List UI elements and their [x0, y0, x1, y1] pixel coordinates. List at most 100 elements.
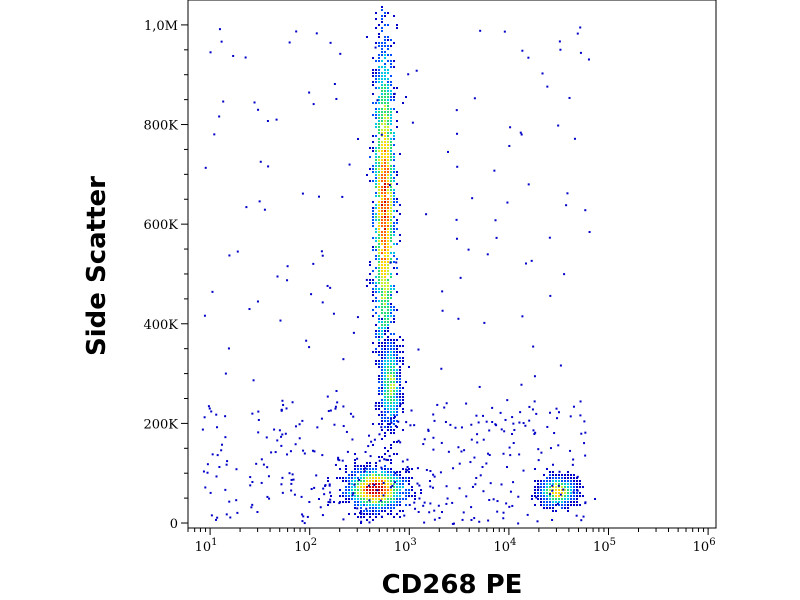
event-dot — [381, 147, 383, 149]
event-dot — [381, 207, 383, 209]
event-dot — [393, 171, 395, 173]
event-dot — [378, 255, 380, 257]
event-dot — [363, 495, 365, 497]
event-dot — [357, 480, 359, 482]
event-dot — [390, 288, 392, 290]
event-dot — [381, 30, 383, 32]
event-dot — [396, 405, 398, 407]
event-dot — [399, 396, 401, 398]
event-dot — [369, 282, 371, 284]
event-dot — [378, 279, 380, 281]
event-dot — [381, 81, 383, 83]
event-dot — [393, 333, 395, 335]
event-dot — [384, 303, 386, 305]
event-dot — [408, 366, 410, 368]
event-dot — [375, 231, 377, 233]
event-dot — [378, 354, 380, 356]
event-dot — [387, 471, 389, 473]
event-dot — [390, 129, 392, 131]
event-dot — [363, 480, 365, 482]
event-dot — [387, 468, 389, 470]
event-dot — [387, 264, 389, 266]
event-dot — [372, 222, 374, 224]
event-dot — [378, 495, 380, 497]
event-dot — [393, 159, 395, 161]
event-dot — [390, 96, 392, 98]
event-dot — [378, 96, 380, 98]
event-dot — [381, 390, 383, 392]
event-dot — [375, 195, 377, 197]
event-dot — [393, 408, 395, 410]
event-dot — [378, 60, 380, 62]
event-dot — [381, 243, 383, 245]
event-dot — [378, 213, 380, 215]
event-dot — [384, 351, 386, 353]
event-dot — [384, 408, 386, 410]
event-dot — [345, 501, 347, 503]
event-dot — [375, 147, 377, 149]
event-dot — [357, 471, 359, 473]
event-dot — [384, 360, 386, 362]
event-dot — [360, 522, 362, 524]
event-dot — [366, 477, 368, 479]
event-dot — [387, 513, 389, 515]
event-dot — [579, 483, 581, 485]
event-dot — [402, 429, 404, 431]
event-dot — [375, 333, 377, 335]
event-dot — [375, 483, 377, 485]
event-dot — [384, 234, 386, 236]
event-dot — [372, 483, 374, 485]
event-dot — [384, 495, 386, 497]
event-dot — [372, 246, 374, 248]
event-dot — [390, 45, 392, 47]
event-dot — [390, 225, 392, 227]
event-dot — [405, 477, 407, 479]
event-dot — [387, 60, 389, 62]
event-dot — [390, 354, 392, 356]
event-dot — [381, 75, 383, 77]
event-dot — [390, 492, 392, 494]
event-dot — [393, 414, 395, 416]
event-dot — [393, 477, 395, 479]
event-dot — [387, 450, 389, 452]
event-dot — [399, 474, 401, 476]
event-dot — [375, 336, 377, 338]
event-dot — [396, 504, 398, 506]
event-dot — [393, 366, 395, 368]
event-dot — [384, 396, 386, 398]
event-dot — [399, 498, 401, 500]
event-dot — [384, 357, 386, 359]
event-dot — [387, 279, 389, 281]
event-dot — [396, 474, 398, 476]
event-dot — [378, 252, 380, 254]
event-dot — [378, 345, 380, 347]
event-dot — [378, 150, 380, 152]
event-dot — [387, 174, 389, 176]
event-dot — [390, 468, 392, 470]
event-dot — [375, 237, 377, 239]
event-dot — [390, 195, 392, 197]
event-dot — [381, 321, 383, 323]
event-dot — [384, 468, 386, 470]
event-dot — [378, 480, 380, 482]
event-dot — [372, 309, 374, 311]
event-dot — [375, 72, 377, 74]
event-dot — [390, 498, 392, 500]
event-dot — [387, 354, 389, 356]
event-dot — [378, 207, 380, 209]
event-dot — [378, 111, 380, 113]
event-dot — [384, 384, 386, 386]
event-dot — [396, 480, 398, 482]
event-dot — [381, 480, 383, 482]
event-dot — [372, 504, 374, 506]
event-dot — [378, 327, 380, 329]
event-dot — [378, 75, 380, 77]
event-dot — [378, 195, 380, 197]
event-dot — [378, 180, 380, 182]
event-dot — [381, 45, 383, 47]
event-dot — [402, 399, 404, 401]
event-dot — [348, 495, 350, 497]
event-dot — [390, 141, 392, 143]
event-dot — [387, 216, 389, 218]
event-dot — [387, 249, 389, 251]
